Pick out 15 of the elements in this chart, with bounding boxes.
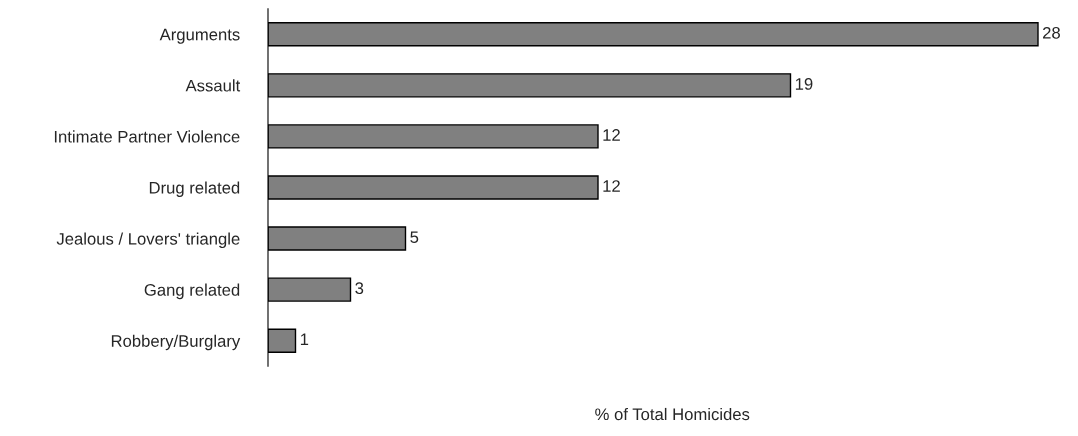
data-label: 5 [410, 231, 419, 244]
y-tick-label: Intimate Partner Violence [54, 130, 240, 143]
data-label: 12 [603, 180, 620, 192]
data-label: 12 [603, 129, 620, 141]
data-label: 1 [300, 333, 309, 346]
data-label: 3 [355, 282, 364, 295]
y-tick-label: Drug related [149, 181, 240, 197]
data-label: 28 [1043, 26, 1060, 39]
y-tick-label: Gang related [144, 283, 240, 300]
y-tick-label: Jealous / Lovers' triangle [56, 232, 240, 249]
x-axis-title: % of Total Homicides [595, 407, 750, 421]
y-tick-label: Robbery/Burglary [111, 334, 241, 351]
y-tick-label: Assault [185, 79, 241, 92]
data-label: 19 [795, 78, 813, 90]
y-tick-label: Arguments [159, 28, 240, 44]
